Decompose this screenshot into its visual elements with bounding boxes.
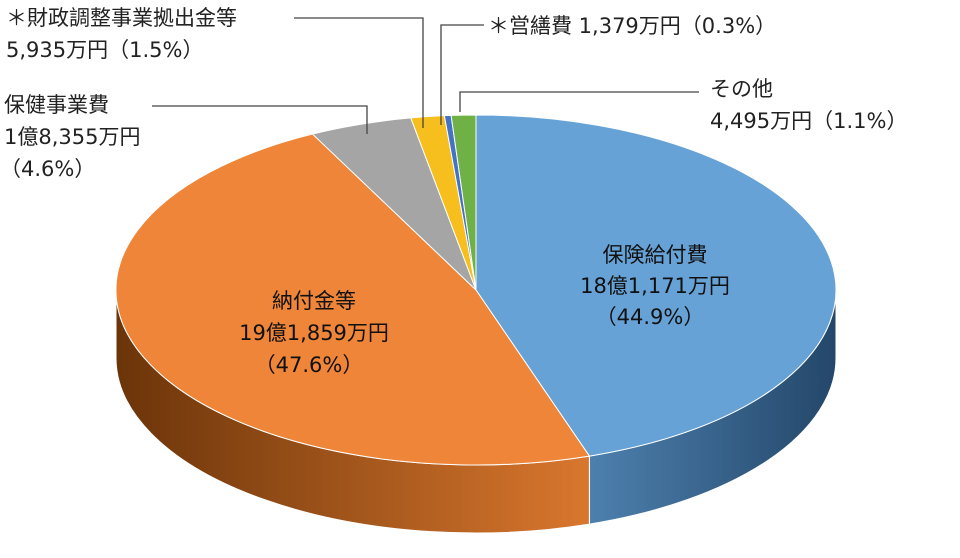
leader-lines xyxy=(152,17,699,134)
leader-line-sonota xyxy=(459,91,699,112)
label-hokenkyufu: 保険給付費 18億1,171万円 （44.9%） xyxy=(580,243,730,329)
label-sonota-name: その他 xyxy=(710,77,773,101)
leader-line-zaisei-chosei xyxy=(294,17,424,128)
label-eizen-text: ＊営繕費 1,379万円（0.3%） xyxy=(488,14,776,38)
label-nofukin: 納付金等 19億1,859万円 （47.6%） xyxy=(239,289,389,377)
slice-hokenkyufu xyxy=(475,114,837,457)
label-eizen: ＊営繕費 1,379万円（0.3%） xyxy=(488,14,776,38)
label-hokenjigyo-name: 保健事業費 xyxy=(4,93,109,117)
pie-top-faces xyxy=(115,114,837,466)
label-hokenjigyo: 保健事業費 1億8,355万円 （4.6%） xyxy=(0,93,140,181)
label-hokenjigyo-amount: 1億8,355万円 xyxy=(4,125,140,149)
label-hokenkyufu-percent: （44.9%） xyxy=(596,305,705,329)
label-zaisei-chosei-amount: 5,935万円（1.5%） xyxy=(6,38,203,62)
label-hokenkyufu-name: 保険給付費 xyxy=(603,243,708,267)
label-nofukin-name: 納付金等 xyxy=(272,289,356,313)
label-sonota: その他 4,495万円（1.1%） xyxy=(710,77,907,133)
label-hokenkyufu-amount: 18億1,171万円 xyxy=(580,274,730,298)
leader-line-eizen xyxy=(440,24,484,125)
slice-nofukin xyxy=(115,133,591,466)
label-sonota-amount: 4,495万円（1.1%） xyxy=(710,109,907,133)
label-zaisei-chosei-name: ＊財政調整事業拠出金等 xyxy=(6,6,237,30)
slice-sonota xyxy=(450,114,477,291)
leader-line-hokenjigyo xyxy=(152,105,368,134)
label-nofukin-percent: （47.6%） xyxy=(255,353,364,377)
label-hokenjigyo-percent: （4.6%） xyxy=(0,157,95,181)
label-nofukin-amount: 19億1,859万円 xyxy=(239,321,389,345)
label-zaisei-chosei: ＊財政調整事業拠出金等 5,935万円（1.5%） xyxy=(6,6,237,62)
